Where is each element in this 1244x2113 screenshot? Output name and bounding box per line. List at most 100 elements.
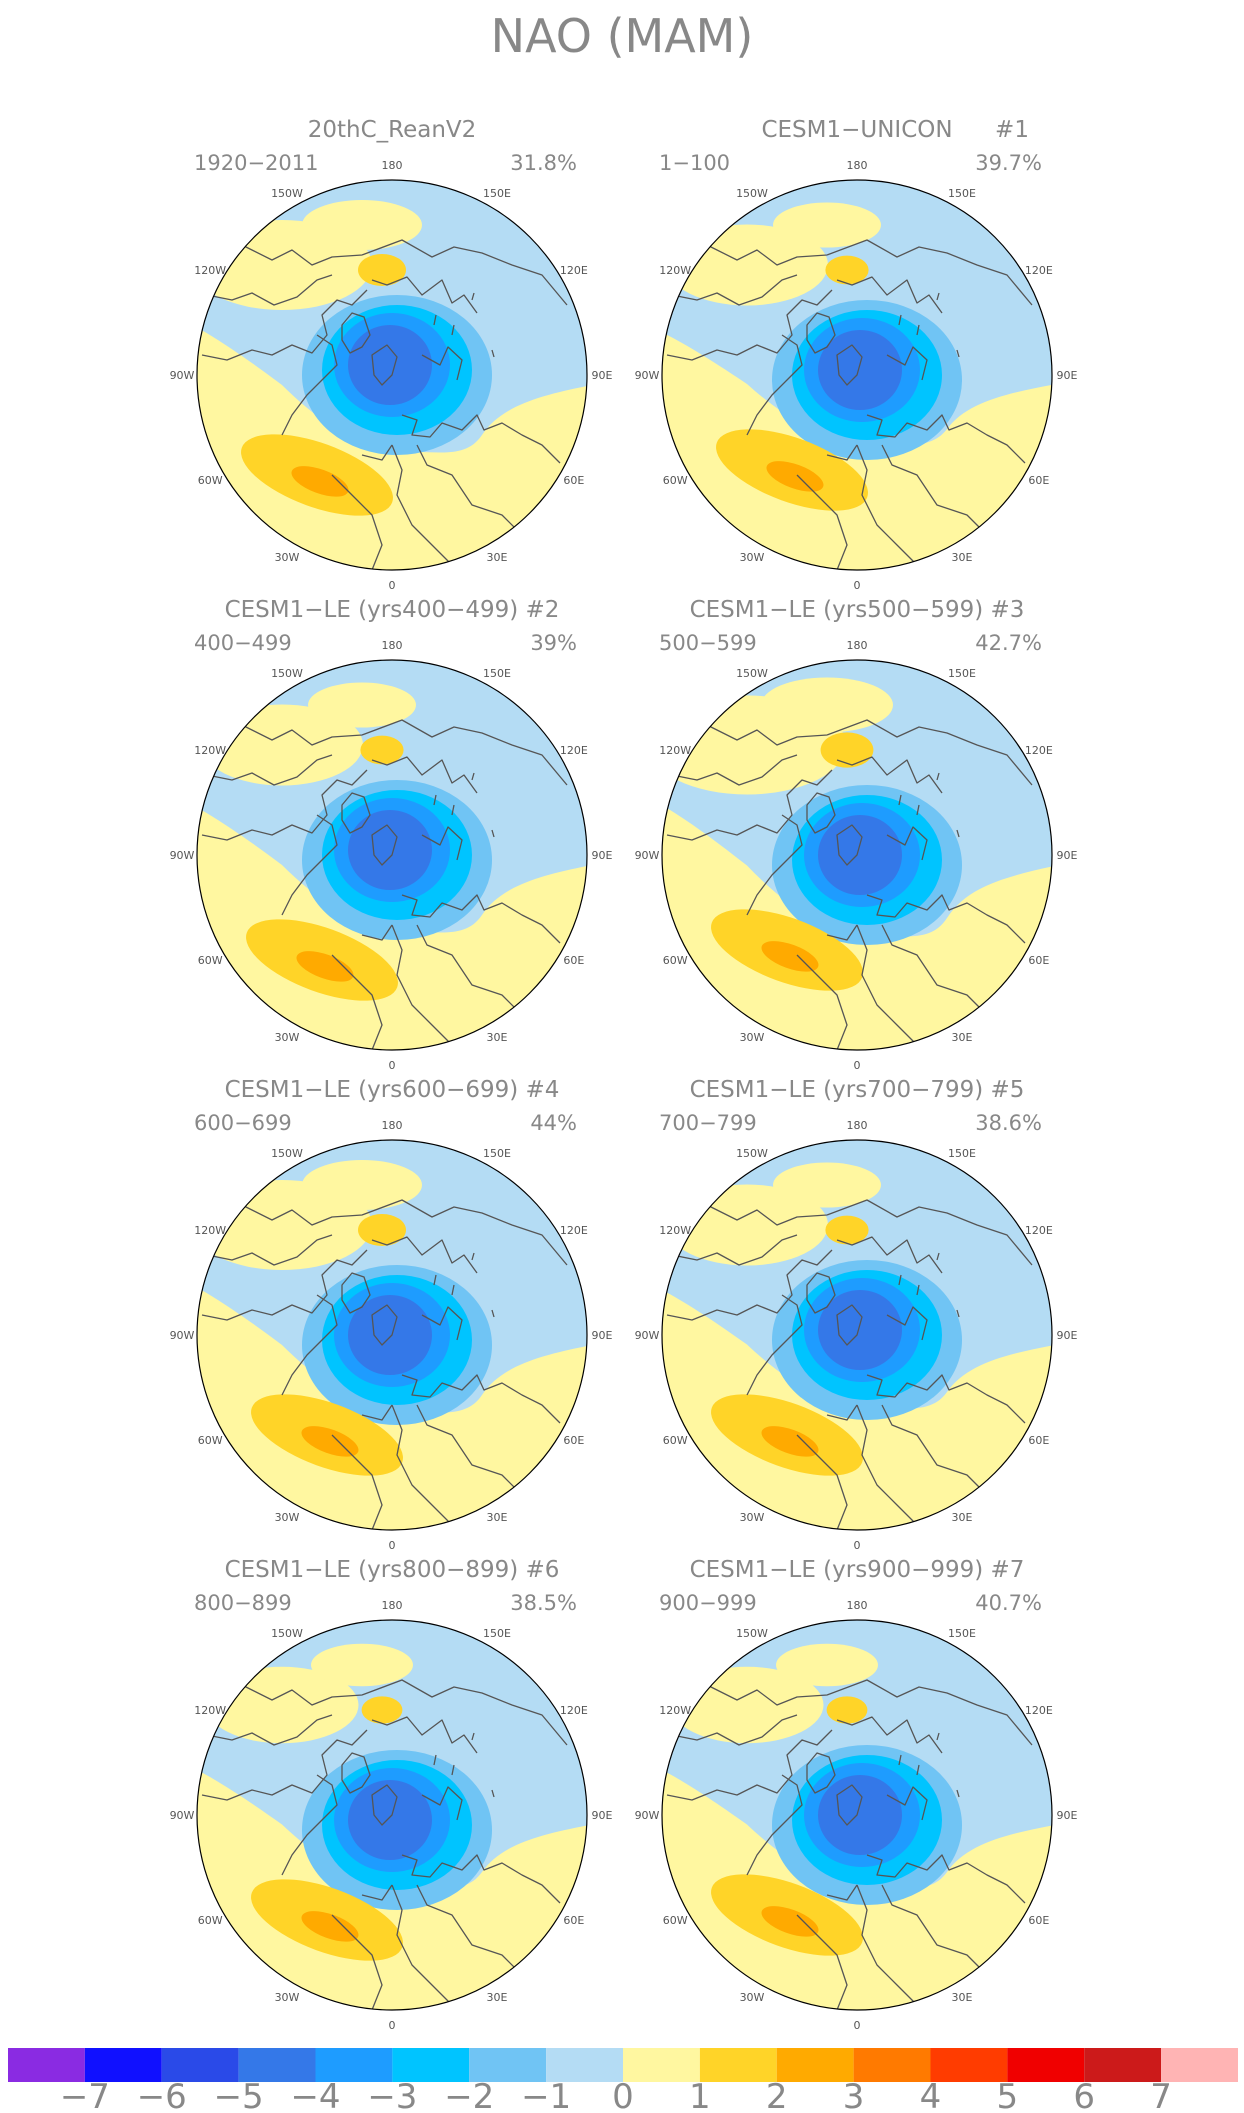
panel-variance: 31.8% bbox=[510, 151, 577, 175]
map-field bbox=[662, 1620, 1052, 2010]
lon-label: 90E bbox=[592, 849, 613, 862]
lon-label: 30E bbox=[487, 551, 508, 564]
map-boundary bbox=[661, 1139, 1053, 1531]
lon-label: 90W bbox=[635, 369, 660, 382]
lon-label: 150E bbox=[948, 187, 976, 200]
lon-label: 60W bbox=[663, 1914, 688, 1927]
lon-label: 150W bbox=[736, 1147, 768, 1160]
panel-title: CESM1−LE (yrs500−599) #3 bbox=[690, 597, 1025, 623]
lon-label: 60W bbox=[198, 954, 223, 967]
colorbar-swatch bbox=[1161, 2048, 1238, 2082]
lon-label: 150E bbox=[948, 1147, 976, 1160]
lon-label: 0 bbox=[854, 1539, 861, 1552]
colorbar-label: 3 bbox=[843, 2077, 865, 2113]
lon-label: 180 bbox=[847, 159, 868, 172]
lon-label: 60E bbox=[563, 474, 584, 487]
colorbar-label: 7 bbox=[1150, 2077, 1172, 2113]
map-panel: CESM1−LE (yrs600−699) #4 600−699 44% 180 150… bbox=[170, 1077, 613, 1552]
lon-label: 150W bbox=[271, 667, 303, 680]
map-boundary bbox=[196, 659, 588, 1051]
lon-label: 60E bbox=[1028, 954, 1049, 967]
lon-label: 150W bbox=[271, 1627, 303, 1640]
lon-label: 120W bbox=[659, 264, 691, 277]
panel-title: CESM1−LE (yrs400−499) #2 bbox=[225, 597, 560, 623]
panel-period: 900−999 bbox=[659, 1591, 757, 1615]
colorbar-label: 0 bbox=[612, 2077, 634, 2113]
lon-label: 90E bbox=[592, 1329, 613, 1342]
figure-title: NAO (MAM) bbox=[491, 9, 754, 63]
lon-label: 120E bbox=[560, 1704, 588, 1717]
colorbar-swatch bbox=[930, 2048, 1008, 2082]
lon-label: 150E bbox=[483, 1147, 511, 1160]
lon-label: 0 bbox=[389, 1059, 396, 1072]
lon-label: 60E bbox=[563, 954, 584, 967]
lon-label: 180 bbox=[382, 1119, 403, 1132]
lon-label: 150W bbox=[736, 187, 768, 200]
lon-label: 0 bbox=[854, 579, 861, 592]
map-field bbox=[197, 660, 587, 1050]
lon-label: 90E bbox=[1057, 849, 1078, 862]
lon-label: 90E bbox=[1057, 1329, 1078, 1342]
lon-label: 0 bbox=[854, 1059, 861, 1072]
colorbar-label: −5 bbox=[214, 2077, 264, 2113]
colorbar-swatch bbox=[8, 2048, 85, 2082]
panel-period: 1920−2011 bbox=[194, 151, 318, 175]
lon-label: 0 bbox=[854, 2019, 861, 2032]
map-field bbox=[197, 180, 587, 570]
colorbar-swatch bbox=[1084, 2048, 1162, 2082]
lon-label: 90E bbox=[1057, 1809, 1078, 1822]
lon-label: 30W bbox=[740, 1991, 765, 2004]
map-boundary bbox=[196, 1139, 588, 1531]
lon-label: 90E bbox=[1057, 369, 1078, 382]
lon-label: 60W bbox=[663, 1434, 688, 1447]
panel-variance: 38.5% bbox=[510, 1591, 577, 1615]
colorbar-swatch bbox=[776, 2048, 854, 2082]
panel-title: CESM1−LE (yrs600−699) #4 bbox=[225, 1077, 560, 1103]
colorbar-label: 4 bbox=[920, 2077, 942, 2113]
colorbar-swatch bbox=[392, 2048, 470, 2082]
lon-label: 120E bbox=[560, 744, 588, 757]
colorbar-swatch bbox=[238, 2048, 316, 2082]
lon-label: 120W bbox=[194, 264, 226, 277]
colorbar-swatch bbox=[469, 2048, 547, 2082]
map-field bbox=[662, 180, 1052, 570]
lon-label: 60W bbox=[198, 1434, 223, 1447]
map-field bbox=[197, 1140, 587, 1530]
lon-label: 90W bbox=[170, 369, 195, 382]
colorbar-swatch bbox=[853, 2048, 931, 2082]
lon-label: 30W bbox=[740, 551, 765, 564]
lon-label: 180 bbox=[847, 1599, 868, 1612]
panel-variance: 44% bbox=[530, 1111, 577, 1135]
colorbar-label: 6 bbox=[1073, 2077, 1095, 2113]
colorbar-swatch bbox=[1007, 2048, 1085, 2082]
lon-label: 60E bbox=[1028, 1914, 1049, 1927]
lon-label: 120W bbox=[659, 1224, 691, 1237]
colorbar-swatch bbox=[623, 2048, 700, 2082]
colorbar-swatch bbox=[699, 2048, 777, 2082]
lon-label: 30E bbox=[952, 1991, 973, 2004]
lon-label: 30W bbox=[740, 1031, 765, 1044]
colorbar-label: −2 bbox=[444, 2077, 494, 2113]
lon-label: 150W bbox=[736, 667, 768, 680]
map-panel: 20thC_ReanV2 1920−2011 31.8% 180 150E 120E 90E… bbox=[170, 117, 613, 592]
panel-period: 1−100 bbox=[659, 151, 730, 175]
lon-label: 90W bbox=[170, 1329, 195, 1342]
panel-member: #1 bbox=[995, 117, 1029, 143]
lon-label: 90W bbox=[635, 1329, 660, 1342]
colorbar-label: −3 bbox=[367, 2077, 417, 2113]
lon-label: 0 bbox=[389, 2019, 396, 2032]
lon-label: 120W bbox=[659, 1704, 691, 1717]
lon-label: 150E bbox=[483, 667, 511, 680]
lon-label: 0 bbox=[389, 579, 396, 592]
map-panel: CESM1−LE (yrs500−599) #3 500−599 42.7% 180 1… bbox=[635, 597, 1078, 1072]
lon-label: 90W bbox=[170, 1809, 195, 1822]
lon-label: 120W bbox=[659, 744, 691, 757]
lon-label: 30W bbox=[275, 1511, 300, 1524]
map-boundary bbox=[661, 659, 1053, 1051]
panel-period: 500−599 bbox=[659, 631, 757, 655]
lon-label: 150E bbox=[483, 1627, 511, 1640]
panel-title: CESM1−UNICON bbox=[761, 117, 952, 143]
lon-label: 60W bbox=[663, 954, 688, 967]
lon-label: 0 bbox=[389, 1539, 396, 1552]
lon-label: 30E bbox=[487, 1991, 508, 2004]
